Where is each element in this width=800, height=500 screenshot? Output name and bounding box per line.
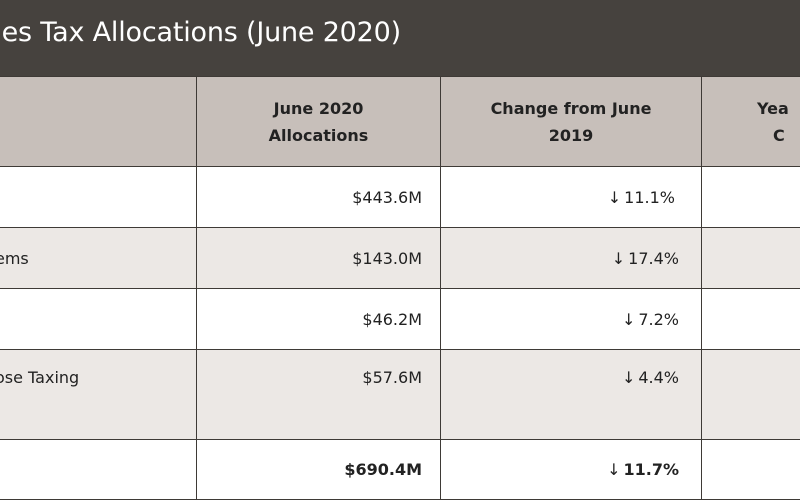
header-row: June 2020 Allocations Change from June 2… — [0, 76, 800, 167]
header-allocations-label: June 2020 Allocations — [268, 98, 369, 145]
total-ytd — [701, 439, 800, 500]
row-name: ems — [0, 227, 197, 289]
down-arrow-icon: ↓ — [611, 248, 626, 268]
row-allocation: $57.6M — [196, 349, 441, 440]
row-change-value: 7.2% — [638, 309, 679, 329]
row-name — [0, 166, 197, 228]
row-change-value: 11.1% — [624, 187, 675, 207]
row-allocation: $443.6M — [196, 166, 441, 228]
table-row: ems $143.0M ↓17.4% — [0, 227, 800, 289]
total-allocation: $690.4M — [196, 439, 441, 500]
down-arrow-icon: ↓ — [607, 460, 621, 479]
row-change: ↓ 7.2% — [440, 288, 702, 350]
row-name — [0, 288, 197, 350]
header-allocations: June 2020 Allocations — [196, 76, 441, 167]
row-change-value: 17.4% — [628, 248, 679, 268]
total-name — [0, 439, 197, 500]
table-title: ales Tax Allocations (June 2020) — [0, 17, 401, 48]
total-change: ↓ 11.7% — [440, 439, 702, 500]
header-ytd-line1: Yea — [757, 98, 789, 118]
row-change: ↓ 4.4% — [440, 349, 702, 440]
down-arrow-icon: ↓ — [607, 187, 622, 207]
row-change: ↓ 11.1% — [440, 166, 702, 228]
header-change-label: Change from June 2019 — [490, 98, 652, 145]
row-ytd — [701, 166, 800, 228]
header-ytd-line2: C — [773, 125, 785, 145]
down-arrow-icon: ↓ — [621, 368, 636, 387]
table-row: ose Taxing $57.6M ↓ 4.4% — [0, 349, 800, 440]
row-allocation: $143.0M — [196, 227, 441, 289]
total-row: $690.4M ↓ 11.7% — [0, 439, 800, 500]
header-name — [0, 76, 197, 167]
row-ytd — [701, 288, 800, 350]
header-ytd: Yea C — [701, 76, 800, 167]
total-change-value: 11.7% — [623, 460, 679, 479]
table-row: $443.6M ↓ 11.1% — [0, 166, 800, 228]
row-ytd — [701, 349, 800, 440]
sales-tax-table: June 2020 Allocations Change from June 2… — [0, 76, 800, 500]
header-change: Change from June 2019 — [440, 76, 702, 167]
row-change-value: 4.4% — [638, 368, 679, 387]
row-allocation: $46.2M — [196, 288, 441, 350]
row-change: ↓ 17.4% — [440, 227, 702, 289]
row-name: ose Taxing — [0, 349, 197, 440]
table-row: $46.2M ↓ 7.2% — [0, 288, 800, 350]
row-ytd — [701, 227, 800, 289]
down-arrow-icon: ↓ — [621, 309, 636, 329]
title-bar: ales Tax Allocations (June 2020) — [0, 0, 800, 76]
